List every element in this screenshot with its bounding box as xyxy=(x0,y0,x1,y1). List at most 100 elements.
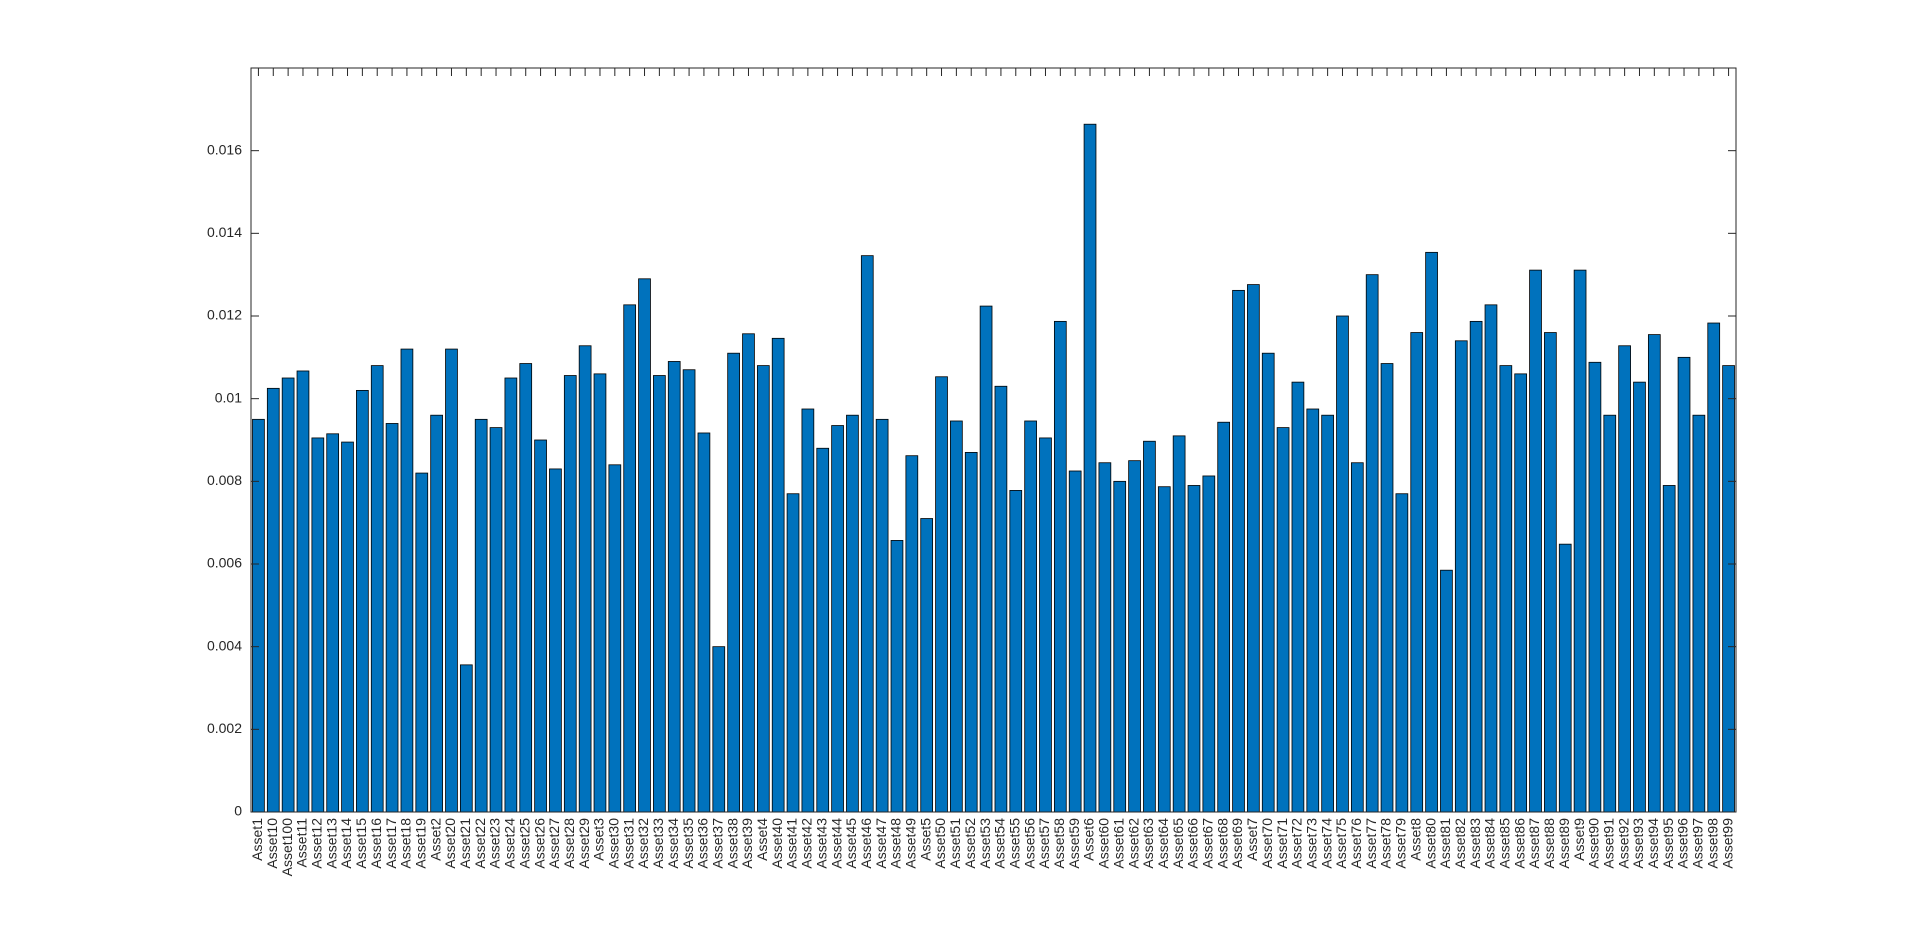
bar xyxy=(1232,289,1245,813)
x-tick-label: Asset64 xyxy=(1155,818,1171,869)
bar xyxy=(667,361,681,813)
bar xyxy=(1425,251,1438,813)
x-tick-label: Asset18 xyxy=(398,818,414,869)
x-tick-label: Asset70 xyxy=(1259,818,1275,869)
bar xyxy=(385,423,399,813)
bar xyxy=(1143,440,1156,813)
bar xyxy=(1603,414,1617,813)
x-tick-label: Asset67 xyxy=(1200,818,1216,869)
bar xyxy=(1380,363,1394,813)
x-tick-label: Asset38 xyxy=(724,818,740,869)
x-tick-label: Asset26 xyxy=(531,818,547,869)
x-tick-label: Asset91 xyxy=(1600,818,1616,869)
x-tick-label: Asset27 xyxy=(546,818,562,869)
x-tick-label: Asset44 xyxy=(828,818,844,869)
x-tick-label: Asset90 xyxy=(1586,818,1602,869)
y-tick-label: 0.004 xyxy=(207,637,242,653)
bar xyxy=(1365,274,1379,813)
bar xyxy=(1217,421,1231,813)
x-tick-label: Asset93 xyxy=(1630,818,1646,869)
bar xyxy=(1647,334,1661,813)
y-tick-label: 0 xyxy=(234,803,242,819)
x-tick-label: Asset31 xyxy=(620,818,636,869)
bar xyxy=(771,337,785,813)
bar xyxy=(504,377,518,813)
x-tick-label: Asset3 xyxy=(591,818,607,861)
bar xyxy=(370,365,384,813)
x-tick-label: Asset12 xyxy=(309,818,325,869)
bar xyxy=(801,408,815,813)
bar xyxy=(964,451,978,813)
x-tick-label: Asset80 xyxy=(1422,818,1438,869)
x-tick-label: Asset43 xyxy=(813,818,829,869)
x-tick-label: Asset92 xyxy=(1615,818,1631,869)
bar xyxy=(1499,365,1513,813)
x-tick-label: Asset23 xyxy=(487,818,503,869)
bar xyxy=(1053,320,1067,813)
bar xyxy=(593,373,607,813)
x-tick-label: Asset66 xyxy=(1185,818,1201,869)
x-tick-label: Asset15 xyxy=(353,818,369,869)
x-tick-label: Asset32 xyxy=(635,818,651,869)
bar xyxy=(1722,365,1735,813)
bar xyxy=(1662,485,1676,813)
bar xyxy=(1529,269,1542,813)
x-tick-label: Asset30 xyxy=(606,818,622,869)
x-tick-label: Asset41 xyxy=(784,818,800,869)
x-tick-label: Asset71 xyxy=(1274,818,1290,869)
x-tick-label: Asset11 xyxy=(294,818,310,868)
bar xyxy=(474,418,488,813)
x-tick-label: Asset95 xyxy=(1660,818,1676,869)
bar xyxy=(846,414,859,813)
x-tick-label: Asset10 xyxy=(264,818,280,869)
bar xyxy=(341,441,354,813)
bar xyxy=(1083,123,1097,813)
bar xyxy=(890,540,904,813)
x-tick-label: Asset13 xyxy=(323,818,339,869)
x-tick-label: Asset68 xyxy=(1214,818,1230,869)
bar xyxy=(1336,315,1349,813)
x-tick-label: Asset78 xyxy=(1378,818,1394,869)
bar xyxy=(920,518,934,813)
bar xyxy=(816,447,830,813)
x-tick-label: Asset89 xyxy=(1556,818,1572,869)
x-tick-label: Asset34 xyxy=(665,818,681,869)
bar xyxy=(578,345,592,813)
x-tick-label: Asset33 xyxy=(650,818,666,869)
x-tick-label: Asset65 xyxy=(1170,818,1186,869)
marks xyxy=(252,123,1735,813)
x-tick-label: Asset14 xyxy=(338,818,354,869)
bar xyxy=(400,348,414,813)
bar xyxy=(1350,462,1364,813)
x-tick-label: Asset96 xyxy=(1675,818,1691,869)
bar xyxy=(1306,408,1320,813)
bar xyxy=(252,418,265,813)
y-tick-label: 0.006 xyxy=(207,555,242,571)
bar xyxy=(1009,490,1023,813)
x-tick-label: Asset84 xyxy=(1482,818,1498,869)
bar xyxy=(1321,414,1334,813)
x-tick-label: Asset74 xyxy=(1318,818,1334,869)
x-tick-label: Asset35 xyxy=(680,818,696,869)
x-tick-label: Asset59 xyxy=(1066,818,1082,869)
bar xyxy=(1573,269,1587,813)
x-tick-label: Asset4 xyxy=(754,818,770,861)
x-tick-label: Asset79 xyxy=(1393,818,1409,869)
x-tick-label: Asset58 xyxy=(1051,818,1067,869)
bar xyxy=(1261,352,1275,813)
bar xyxy=(742,333,755,813)
bar xyxy=(875,418,889,813)
x-tick-label: Asset54 xyxy=(992,818,1008,869)
axes-box xyxy=(250,67,1737,813)
bar xyxy=(682,369,696,813)
bar xyxy=(1039,437,1052,813)
bar xyxy=(1410,332,1424,813)
x-tick-label: Asset42 xyxy=(799,818,815,869)
x-tick-label: Asset9 xyxy=(1571,818,1587,861)
x-tick-label: Asset73 xyxy=(1303,818,1319,869)
x-tick-label: Asset51 xyxy=(947,818,963,869)
bar xyxy=(1395,493,1409,813)
x-tick-label: Asset100 xyxy=(279,818,295,877)
bar xyxy=(430,414,443,813)
